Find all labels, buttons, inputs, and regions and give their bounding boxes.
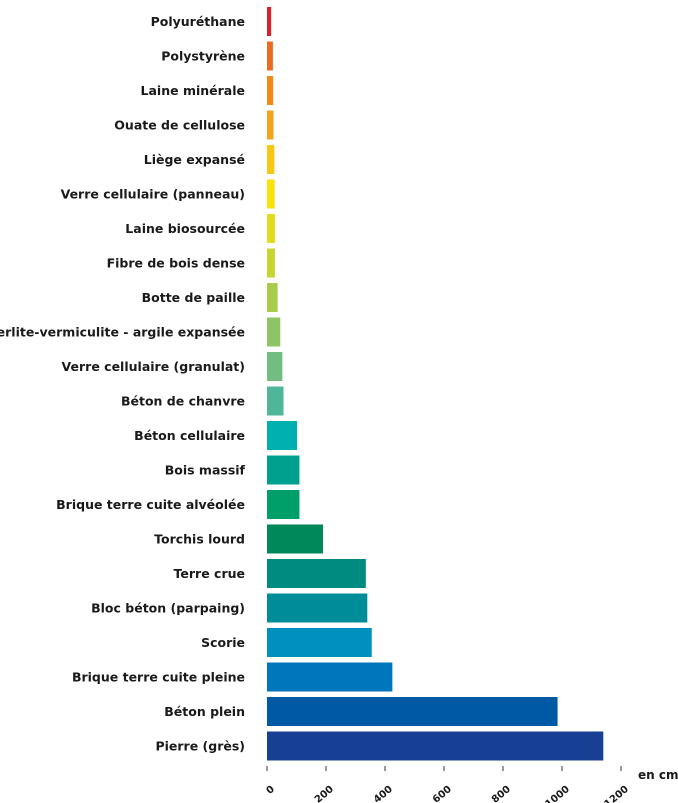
bar-16 [267,524,324,554]
category-label-6: Verre cellulaire (panneau) [61,187,245,202]
x-tick-label-5: 800 [490,784,513,803]
bar-12 [267,386,284,416]
bar-17 [267,559,366,588]
category-label-11: Verre cellulaire (granulat) [62,359,245,374]
bar-3 [267,76,274,105]
bar-2 [267,41,273,71]
x-axis-unit-label: en cm [638,768,678,782]
bar-1 [267,7,272,36]
category-labels: Polyuréthane Polystyrène Laine minérale Oua… [0,14,246,754]
bar-13 [267,421,298,450]
category-label-19: Scorie [201,635,245,650]
bar-11 [267,352,283,381]
category-label-13: Béton cellulaire [134,428,245,443]
bar-8 [267,248,275,278]
category-label-3: Laine minérale [141,83,245,98]
category-label-17: Terre crue [174,566,245,581]
bars-group [267,7,604,761]
category-label-9: Botte de paille [142,290,245,305]
category-label-22: Pierre (grès) [155,739,245,754]
bar-21 [267,697,558,726]
category-label-14: Bois massif [165,463,246,478]
bar-4 [267,110,274,140]
bar-14 [267,455,300,485]
bar-7 [267,214,275,243]
bar-5 [267,145,275,174]
category-label-21: Béton plein [164,704,245,719]
x-tick-label-1: 0 [265,784,277,797]
x-tick-label-4: 600 [431,784,454,803]
x-tick-label-7: 1200 [603,784,631,803]
category-label-5: Liège expansé [144,152,245,167]
bar-6 [267,179,275,209]
category-label-15: Brique terre cuite alvéolée [56,497,245,512]
bar-19 [267,628,372,657]
category-label-18: Bloc béton (parpaing) [91,601,245,616]
x-tick-label-6: 1000 [544,784,572,803]
bar-15 [267,490,300,519]
x-axis: 0 200 400 600 800 1000 1200 [265,766,631,803]
bar-22 [267,731,604,761]
x-tick-label-2: 200 [313,784,336,803]
bar-20 [267,662,393,692]
category-label-10: Perlite-vermiculite - argile expansée [0,325,245,340]
bar-18 [267,593,368,623]
category-label-20: Brique terre cuite pleine [72,670,245,685]
category-label-2: Polystyrène [161,49,245,64]
category-label-16: Torchis lourd [154,532,245,547]
bar-10 [267,317,281,347]
category-label-12: Béton de chanvre [121,394,245,409]
category-label-4: Ouate de cellulose [114,118,245,133]
category-label-8: Fibre de bois dense [107,256,245,271]
category-label-7: Laine biosourcée [125,221,245,236]
category-label-1: Polyuréthane [151,14,245,29]
bar-9 [267,283,278,312]
x-tick-label-3: 400 [372,784,395,803]
